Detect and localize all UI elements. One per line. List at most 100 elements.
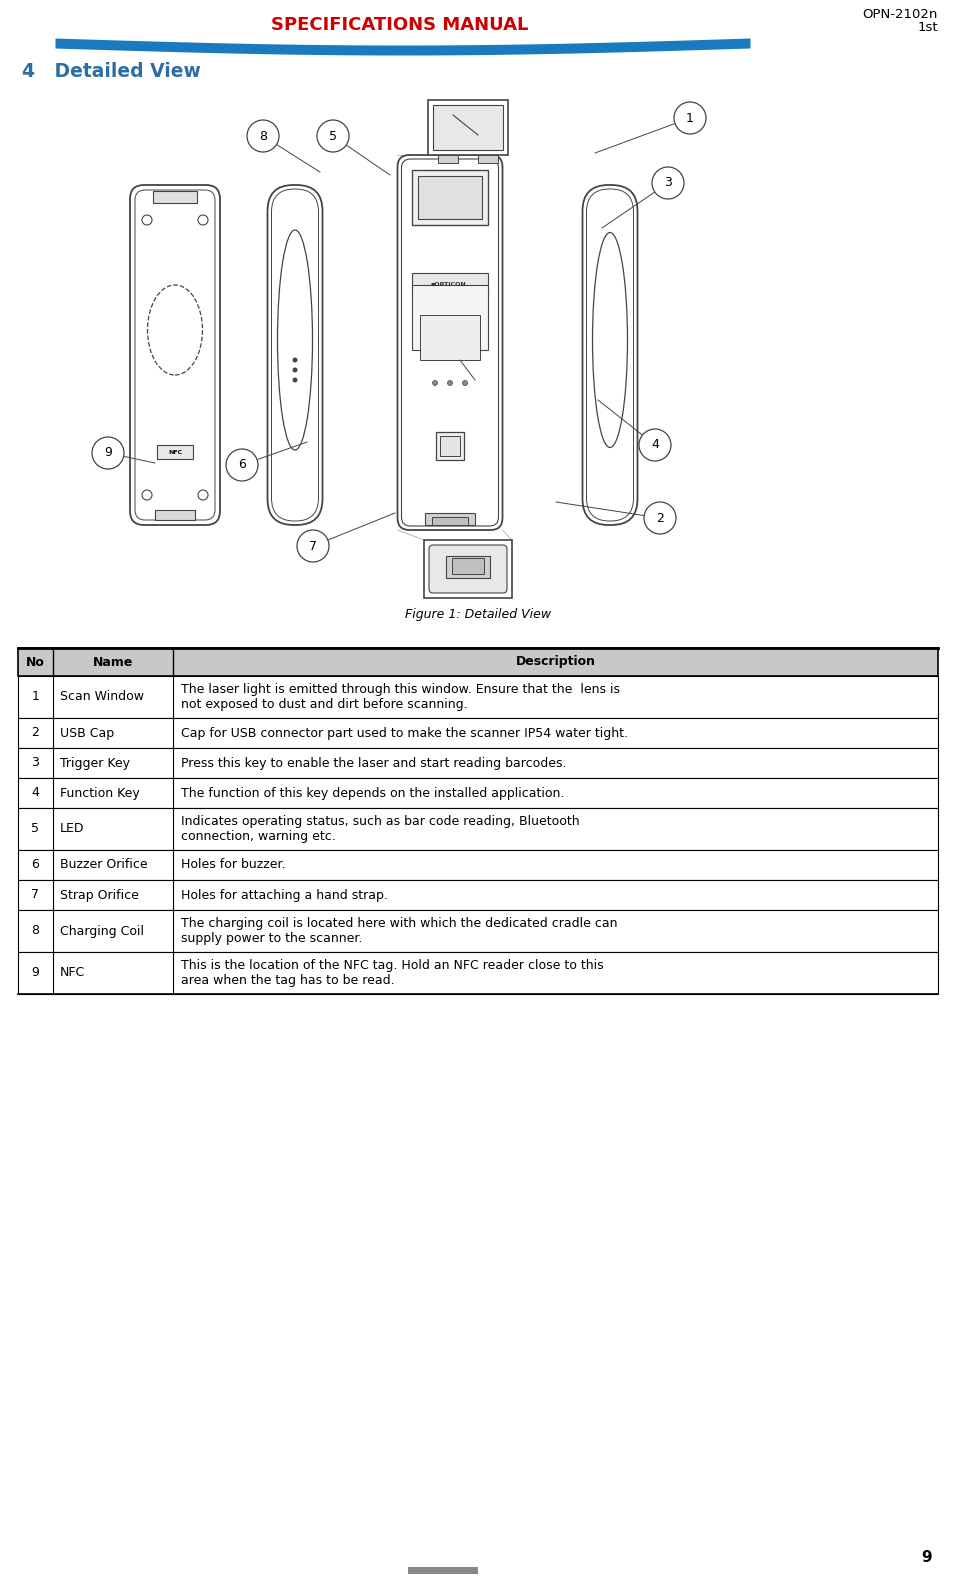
Text: Buzzer Orifice: Buzzer Orifice — [60, 859, 147, 871]
Text: 3: 3 — [664, 176, 672, 189]
Text: Charging Coil: Charging Coil — [60, 925, 144, 938]
Bar — [153, 190, 197, 203]
Text: Press this key to enable the laser and start reading barcodes.: Press this key to enable the laser and s… — [181, 757, 567, 770]
Text: Strap Orifice: Strap Orifice — [60, 889, 139, 901]
Circle shape — [652, 167, 684, 198]
Circle shape — [639, 428, 671, 460]
Circle shape — [317, 121, 349, 152]
Bar — [412, 286, 488, 351]
Text: Name: Name — [93, 655, 133, 668]
Text: 1: 1 — [686, 111, 694, 124]
Circle shape — [198, 490, 208, 500]
Text: 1st: 1st — [918, 21, 938, 33]
Text: 9: 9 — [104, 446, 112, 460]
Bar — [412, 273, 488, 295]
Circle shape — [293, 378, 297, 382]
Text: 7: 7 — [309, 540, 317, 552]
Text: Indicates operating status, such as bar code reading, Bluetooth: Indicates operating status, such as bar … — [181, 816, 579, 828]
Text: Cap for USB connector part used to make the scanner IP54 water tight.: Cap for USB connector part used to make … — [181, 727, 628, 740]
Bar — [438, 156, 458, 163]
Bar — [440, 436, 460, 455]
FancyBboxPatch shape — [429, 544, 507, 594]
Text: 5: 5 — [32, 822, 39, 835]
Bar — [436, 432, 464, 460]
FancyBboxPatch shape — [272, 189, 318, 521]
Bar — [18, 881, 938, 909]
Text: Scan Window: Scan Window — [60, 690, 144, 703]
Text: 1: 1 — [32, 690, 39, 703]
Text: supply power to the scanner.: supply power to the scanner. — [181, 932, 362, 944]
Circle shape — [92, 436, 124, 470]
Text: not exposed to dust and dirt before scanning.: not exposed to dust and dirt before scan… — [181, 698, 467, 711]
Circle shape — [447, 381, 452, 386]
Bar — [18, 851, 938, 881]
Bar — [452, 559, 484, 574]
Text: ▪OPTICON: ▪OPTICON — [430, 281, 466, 287]
Text: NFC: NFC — [168, 449, 182, 454]
Text: 9: 9 — [32, 966, 39, 979]
Text: 3: 3 — [32, 757, 39, 770]
Bar — [425, 513, 475, 525]
Text: SPECIFICATIONS MANUAL: SPECIFICATIONS MANUAL — [272, 16, 529, 33]
Bar — [18, 747, 938, 778]
Bar — [18, 778, 938, 808]
Text: area when the tag has to be read.: area when the tag has to be read. — [181, 974, 395, 987]
Text: Function Key: Function Key — [60, 787, 140, 800]
Bar — [446, 555, 490, 578]
Bar — [18, 909, 938, 952]
Bar — [18, 952, 938, 993]
Ellipse shape — [147, 286, 203, 375]
Bar — [478, 156, 498, 163]
FancyBboxPatch shape — [402, 159, 498, 525]
FancyBboxPatch shape — [135, 190, 215, 521]
Bar — [432, 517, 468, 525]
Circle shape — [293, 368, 297, 373]
Circle shape — [297, 530, 329, 562]
Bar — [18, 647, 938, 676]
Bar — [412, 170, 488, 225]
Bar — [408, 1566, 478, 1574]
Text: 6: 6 — [238, 459, 246, 471]
Circle shape — [226, 449, 258, 481]
Circle shape — [198, 214, 208, 225]
Text: 8: 8 — [32, 925, 39, 938]
Text: 8: 8 — [259, 130, 267, 143]
Text: This is the location of the NFC tag. Hold an NFC reader close to this: This is the location of the NFC tag. Hol… — [181, 959, 603, 971]
Bar — [433, 105, 503, 151]
Bar — [18, 808, 938, 851]
Text: OPN-2102n: OPN-2102n — [862, 8, 938, 21]
Text: 4: 4 — [651, 438, 659, 451]
Ellipse shape — [593, 233, 627, 448]
Circle shape — [142, 214, 152, 225]
FancyBboxPatch shape — [268, 186, 322, 525]
Text: 7: 7 — [32, 889, 39, 901]
Bar — [157, 444, 193, 459]
Text: Holes for attaching a hand strap.: Holes for attaching a hand strap. — [181, 889, 388, 901]
Text: 2: 2 — [656, 511, 663, 524]
Text: NFC: NFC — [60, 966, 85, 979]
Text: 5: 5 — [329, 130, 337, 143]
Circle shape — [674, 102, 706, 133]
Text: The function of this key depends on the installed application.: The function of this key depends on the … — [181, 787, 564, 800]
Text: Figure 1: Detailed View: Figure 1: Detailed View — [405, 608, 551, 621]
Bar — [424, 540, 512, 598]
Text: 4: 4 — [32, 787, 39, 800]
Bar — [428, 100, 508, 156]
Circle shape — [432, 381, 438, 386]
Bar — [418, 176, 482, 219]
FancyBboxPatch shape — [586, 189, 634, 521]
Circle shape — [644, 501, 676, 533]
Text: connection, warning etc.: connection, warning etc. — [181, 830, 336, 843]
Bar — [18, 717, 938, 747]
Text: Description: Description — [515, 655, 596, 668]
Text: LED: LED — [60, 822, 84, 835]
FancyBboxPatch shape — [130, 186, 220, 525]
Text: USB Cap: USB Cap — [60, 727, 114, 740]
FancyBboxPatch shape — [398, 156, 503, 530]
Text: 6: 6 — [32, 859, 39, 871]
Bar — [420, 314, 480, 360]
Text: 4   Detailed View: 4 Detailed View — [22, 62, 201, 81]
Circle shape — [293, 357, 297, 362]
Circle shape — [463, 381, 467, 386]
Bar — [155, 509, 195, 521]
